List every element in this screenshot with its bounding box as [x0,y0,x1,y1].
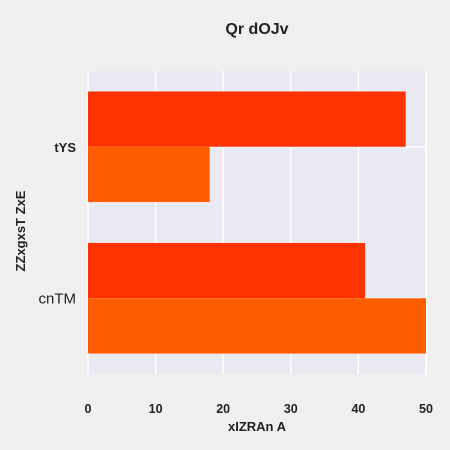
x-tick-label: 10 [149,402,163,416]
y-tick-label: cnTM [39,290,77,307]
bar-2-tys [88,146,210,203]
x-axis-label: xIZRAn A [228,419,287,434]
x-tick-label: 40 [351,402,365,416]
y-axis-label: ZZxgxsT ZxE [13,190,28,271]
bar-2-cntm [88,298,426,354]
bar-1-tys [88,91,406,147]
y-tick-labels: tYS cnTM [39,140,77,308]
x-tick-label: 50 [419,402,433,416]
x-tick-label: 0 [85,402,92,416]
y-tick-label: tYS [54,140,76,155]
chart-title: Qr dOJv [225,21,288,38]
x-tick-label: 20 [216,402,230,416]
x-tick-label: 30 [284,402,298,416]
bar-1-cntm [88,242,366,299]
x-tick-labels: 0 10 20 30 40 50 [85,402,433,416]
bars [88,91,426,354]
